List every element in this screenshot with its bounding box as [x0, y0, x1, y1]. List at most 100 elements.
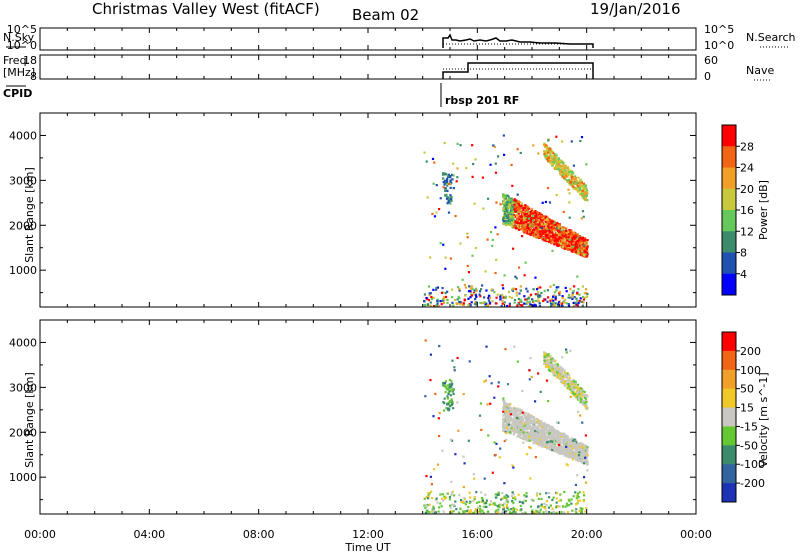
scatter-point	[496, 293, 499, 296]
scatter-point	[515, 420, 518, 423]
colorbar-segment	[722, 407, 736, 427]
scatter-point	[537, 436, 540, 440]
scatter-point	[523, 426, 527, 429]
scatter-point	[528, 424, 532, 428]
scatter-point	[547, 353, 550, 356]
scatter-point	[544, 200, 548, 204]
scatter-point	[435, 286, 438, 290]
scatter-point	[526, 215, 529, 218]
scatter-point	[444, 181, 447, 184]
scatter-point	[516, 201, 519, 204]
scatter-point	[537, 228, 541, 231]
scatter-point	[524, 261, 527, 264]
scatter-point	[450, 503, 453, 506]
scatter-point	[501, 425, 505, 428]
scatter-point	[523, 494, 526, 497]
scatter-point	[570, 379, 573, 383]
scatter-point	[523, 217, 526, 220]
scatter-point	[521, 210, 524, 214]
scatter-point	[434, 498, 438, 502]
scatter-point	[576, 299, 579, 302]
scatter-point	[468, 360, 471, 363]
scatter-point	[529, 505, 533, 508]
scatter-point	[563, 169, 567, 172]
scatter-point	[566, 175, 569, 178]
scatter-point	[429, 353, 433, 356]
scatter-point	[503, 210, 506, 214]
scatter-point	[551, 158, 554, 161]
scatter-point	[519, 416, 522, 419]
scatter-point	[545, 236, 548, 239]
scatter-point	[508, 418, 511, 421]
scatter-point	[537, 423, 540, 426]
scatter-point	[580, 447, 583, 451]
scatter-point	[446, 301, 449, 305]
scatter-point	[585, 189, 589, 192]
scatter-point	[539, 223, 542, 226]
scatter-point	[449, 202, 452, 205]
scatter-point	[531, 207, 534, 211]
scatter-point	[526, 225, 529, 229]
scatter-point	[579, 247, 582, 250]
scatter-point	[556, 366, 559, 369]
scatter-point	[561, 369, 565, 372]
scatter-point	[551, 439, 554, 442]
scatter-point	[513, 507, 516, 511]
scatter-point	[552, 302, 555, 305]
scatter-point	[546, 238, 549, 241]
scatter-point	[518, 426, 521, 429]
scatter-point	[445, 407, 448, 410]
scatter-point	[443, 495, 446, 498]
scatter-point	[517, 297, 521, 301]
scatter-point	[500, 296, 503, 299]
scatter-point	[537, 291, 540, 294]
scatter-point	[559, 441, 562, 444]
scatter-point	[572, 455, 575, 459]
scatter-point	[512, 433, 515, 436]
scatter-point	[427, 497, 430, 500]
scatter-point	[424, 303, 427, 307]
scatter-point	[553, 449, 556, 452]
scatter-point	[571, 453, 574, 456]
scatter-point	[449, 504, 452, 507]
scatter-point	[465, 166, 468, 170]
scatter-point	[562, 237, 565, 241]
scatter-point	[579, 400, 582, 404]
scatter-point	[512, 429, 515, 433]
scatter-point	[447, 197, 450, 200]
scatter-point	[547, 156, 550, 160]
scatter-point	[527, 423, 530, 426]
scatter-point	[494, 503, 497, 506]
scatter-point	[505, 212, 508, 215]
scatter-point	[487, 296, 490, 300]
scatter-point	[469, 290, 472, 293]
scatter-point	[574, 176, 578, 180]
scatter-point	[547, 226, 550, 229]
scatter-point	[521, 501, 524, 504]
scatter-point	[540, 225, 544, 228]
scatter-point	[520, 431, 523, 434]
scatter-point	[532, 215, 535, 218]
scatter-point	[550, 223, 553, 226]
scatter-point	[562, 378, 565, 381]
colorbar-segment	[722, 167, 736, 190]
scatter-point	[558, 243, 562, 247]
scatter-point	[565, 227, 568, 230]
scatter-point	[573, 250, 576, 253]
scatter-point	[552, 283, 555, 287]
scatter-point	[425, 505, 429, 508]
scatter-point	[447, 173, 450, 176]
scatter-point	[578, 456, 581, 459]
scatter-point	[557, 430, 560, 434]
scatter-point	[580, 459, 583, 462]
scatter-point	[423, 151, 426, 154]
scatter-point	[568, 244, 571, 247]
scatter-point	[546, 289, 549, 292]
scatter-point	[558, 236, 562, 239]
scatter-point	[547, 491, 551, 495]
scatter-point	[486, 510, 489, 514]
scatter-point	[583, 187, 587, 190]
scatter-point	[447, 392, 450, 395]
scatter-point	[511, 220, 514, 223]
